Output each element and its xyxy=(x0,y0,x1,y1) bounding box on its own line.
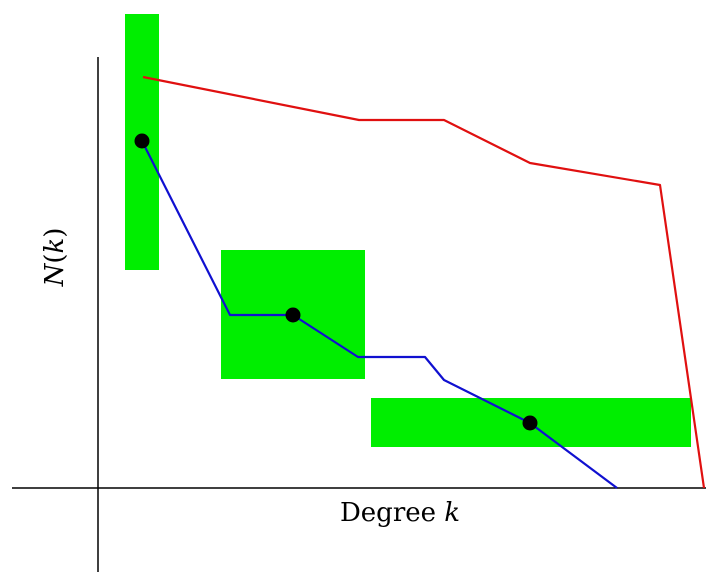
y-axis-label: N(k) xyxy=(40,228,70,288)
x-axis-label-variable: k xyxy=(444,498,460,528)
x-axis-label: Degree k xyxy=(340,498,460,528)
data-point-right xyxy=(522,415,538,431)
red-curve xyxy=(142,75,706,489)
y-axis-label-k: k xyxy=(40,238,70,254)
y-axis-label-n: N xyxy=(40,262,70,287)
y-axis-label-close: ) xyxy=(40,228,70,238)
x-axis-label-prefix: Degree xyxy=(340,498,444,528)
blue-curve xyxy=(141,140,618,489)
y-axis-label-open: ( xyxy=(40,254,70,264)
data-point-left xyxy=(134,133,150,149)
data-point-middle xyxy=(285,307,301,323)
